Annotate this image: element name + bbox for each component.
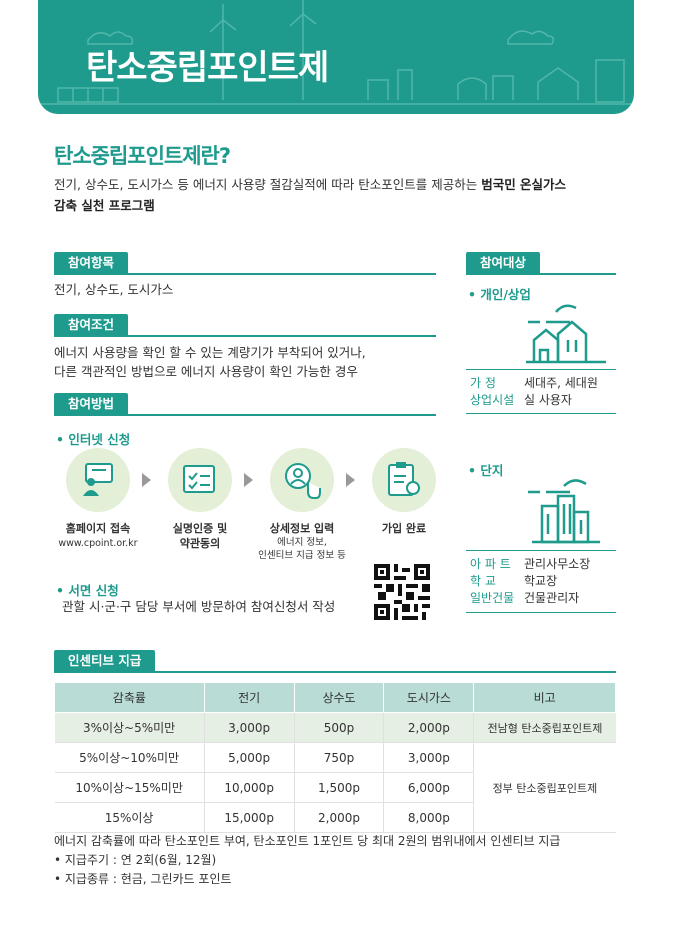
step-4-circle [372, 448, 436, 512]
individual-val-1: 세대주, 세대원 [524, 376, 598, 390]
computer-user-icon [83, 463, 113, 496]
note-cell-2: 정부 탄소중립포인트제 [473, 742, 616, 833]
paper-label: • 서면 신청 [56, 583, 119, 598]
conditions-line-1: 에너지 사용량을 확인 할 수 있는 계량기가 부착되어 있거나, [54, 345, 366, 360]
table-cell: 1,500p [294, 772, 385, 803]
step-1-circle [66, 448, 130, 512]
complex-key-1: 아 파 트 [470, 557, 511, 571]
note-cell-1: 전남형 탄소중립포인트제 [473, 712, 616, 743]
header-cell: 도시가스 [383, 682, 475, 713]
table-cell: 8,000p [383, 802, 475, 833]
incentive-tag: 인센티브 지급 [54, 650, 156, 672]
individual-row-2: 상업시설 실 사용자 [470, 392, 572, 409]
payment-types: • 지급종류 : 현금, 그린카드 포인트 [54, 872, 232, 886]
complex-val-1: 관리사무소장 [524, 557, 591, 571]
complex-row-2: 학 교 학교장 [470, 573, 557, 590]
conditions-rule [54, 335, 436, 337]
incentive-rule [54, 671, 616, 673]
house-icon [526, 304, 606, 364]
step-3-sub-2: 인센티브 지급 정보 등 [258, 550, 346, 561]
table-cell: 3,000p [383, 742, 475, 773]
step-1-url[interactable]: www.cpoint.or.kr [58, 538, 138, 549]
complex-val-3: 건물관리자 [524, 591, 580, 605]
individual-key-2: 상업시설 [470, 393, 515, 407]
step-2-label-2: 약관동의 [179, 537, 221, 550]
method-tag: 참여방법 [54, 393, 129, 415]
step-2-label: 실명인증 및 [172, 522, 228, 535]
step-3-circle [270, 448, 334, 512]
incentive-footnote: 에너지 감축률에 따라 탄소포인트 부여, 탄소포인트 1포인트 당 최대 2원… [54, 834, 561, 848]
document-check-icon [183, 465, 215, 493]
step-arrow-1 [142, 473, 151, 487]
items-rule [54, 273, 436, 275]
items-tag: 참여항목 [54, 252, 129, 274]
title-banner: 탄소중립포인트제 [38, 0, 634, 114]
complex-val-2: 학교장 [524, 574, 558, 588]
apartment-building-icon [528, 479, 600, 544]
step-arrow-2 [244, 473, 253, 487]
method-rule [54, 414, 436, 416]
table-cell: 500p [294, 712, 385, 743]
table-cell: 5,000p [204, 742, 295, 773]
complex-rule-top [466, 550, 616, 551]
items-text: 전기, 상수도, 도시가스 [54, 282, 174, 297]
intro-text: 전기, 상수도, 도시가스 등 에너지 사용량 절감실적에 따라 탄소포인트를 … [54, 174, 614, 216]
payment-period: • 지급주기 : 연 2회(6월, 12월) [54, 853, 217, 867]
targets-rule [466, 273, 616, 275]
city-skyline-illustration [38, 0, 634, 105]
header-cell: 감축률 [54, 682, 205, 713]
header-cell: 비고 [473, 682, 616, 713]
table-row: 5%이상~10%미만 5,000p 750p 3,000p 정부 탄소중립포인트… [54, 742, 616, 833]
individual-key-1: 가 정 [470, 376, 496, 390]
intro-bold-2: 감축 실천 프로그램 [54, 198, 155, 213]
incentive-table: 감축률 전기 상수도 도시가스 비고 3%이상~5%미만 3,000p 500p… [54, 682, 616, 833]
table-cell: 3,000p [204, 712, 295, 743]
conditions-tag: 참여조건 [54, 314, 129, 336]
table-cell: 6,000p [383, 772, 475, 803]
step-3-label: 상세정보 입력 [269, 522, 335, 535]
header-cell: 전기 [203, 682, 295, 713]
targets-tag: 참여대상 [466, 252, 541, 274]
complex-key-2: 학 교 [470, 574, 496, 588]
table-cell: 2,000p [294, 802, 385, 833]
step-4-label: 가입 완료 [381, 522, 427, 535]
step-1-label: 홈페이지 접속 [65, 522, 131, 535]
table-cell: 15,000p [204, 802, 295, 833]
complex-key-3: 일반건물 [470, 591, 515, 605]
internet-label: • 인터넷 신청 [56, 432, 131, 447]
intro-text-1: 전기, 상수도, 도시가스 등 에너지 사용량 절감실적에 따라 탄소포인트를 … [54, 177, 482, 192]
table-row: 3%이상~5%미만 3,000p 500p 2,000p 전남형 탄소중립포인트… [54, 712, 616, 743]
conditions-line-2: 다른 객관적인 방법으로 에너지 사용량이 확인 가능한 경우 [54, 364, 358, 379]
header-cell: 상수도 [293, 682, 385, 713]
paper-text: 관할 시·군·구 담당 부서에 방문하여 참여신청서 작성 [62, 599, 336, 614]
complex-row-3: 일반건물 건물관리자 [470, 590, 579, 607]
table-cell: 10%이상~15%미만 [54, 772, 205, 803]
individual-label: • 개인/상업 [468, 287, 531, 302]
table-header-row: 감축률 전기 상수도 도시가스 비고 [54, 682, 616, 713]
complex-rule-bottom [466, 612, 616, 613]
step-arrow-3 [346, 473, 355, 487]
user-touch-icon [285, 463, 321, 499]
intro-heading: 탄소중립포인트제란? [54, 144, 231, 168]
table-cell: 5%이상~10%미만 [54, 742, 205, 773]
table-cell: 750p [294, 742, 385, 773]
complex-label: • 단지 [468, 463, 504, 478]
step-3-sub: 에너지 정보, [277, 537, 327, 548]
individual-row-1: 가 정 세대주, 세대원 [470, 375, 598, 392]
qr-code[interactable] [374, 564, 430, 620]
banner-title: 탄소중립포인트제 [86, 48, 329, 88]
individual-rule-top [466, 369, 616, 370]
table-cell: 3%이상~5%미만 [54, 712, 205, 743]
individual-val-2: 실 사용자 [524, 393, 572, 407]
individual-rule-bottom [466, 413, 616, 414]
table-cell: 2,000p [383, 712, 475, 743]
table-row: 10%이상~15%미만 10,000p 1,500p 6,000p [54, 772, 616, 803]
table-row: 15%이상 15,000p 2,000p 8,000p [54, 802, 616, 833]
table-cell: 10,000p [204, 772, 295, 803]
step-2-circle [168, 448, 232, 512]
intro-bold-1: 범국민 온실가스 [481, 177, 567, 192]
table-cell: 15%이상 [54, 802, 205, 833]
clipboard-award-icon [388, 462, 420, 496]
complex-row-1: 아 파 트 관리사무소장 [470, 556, 590, 573]
